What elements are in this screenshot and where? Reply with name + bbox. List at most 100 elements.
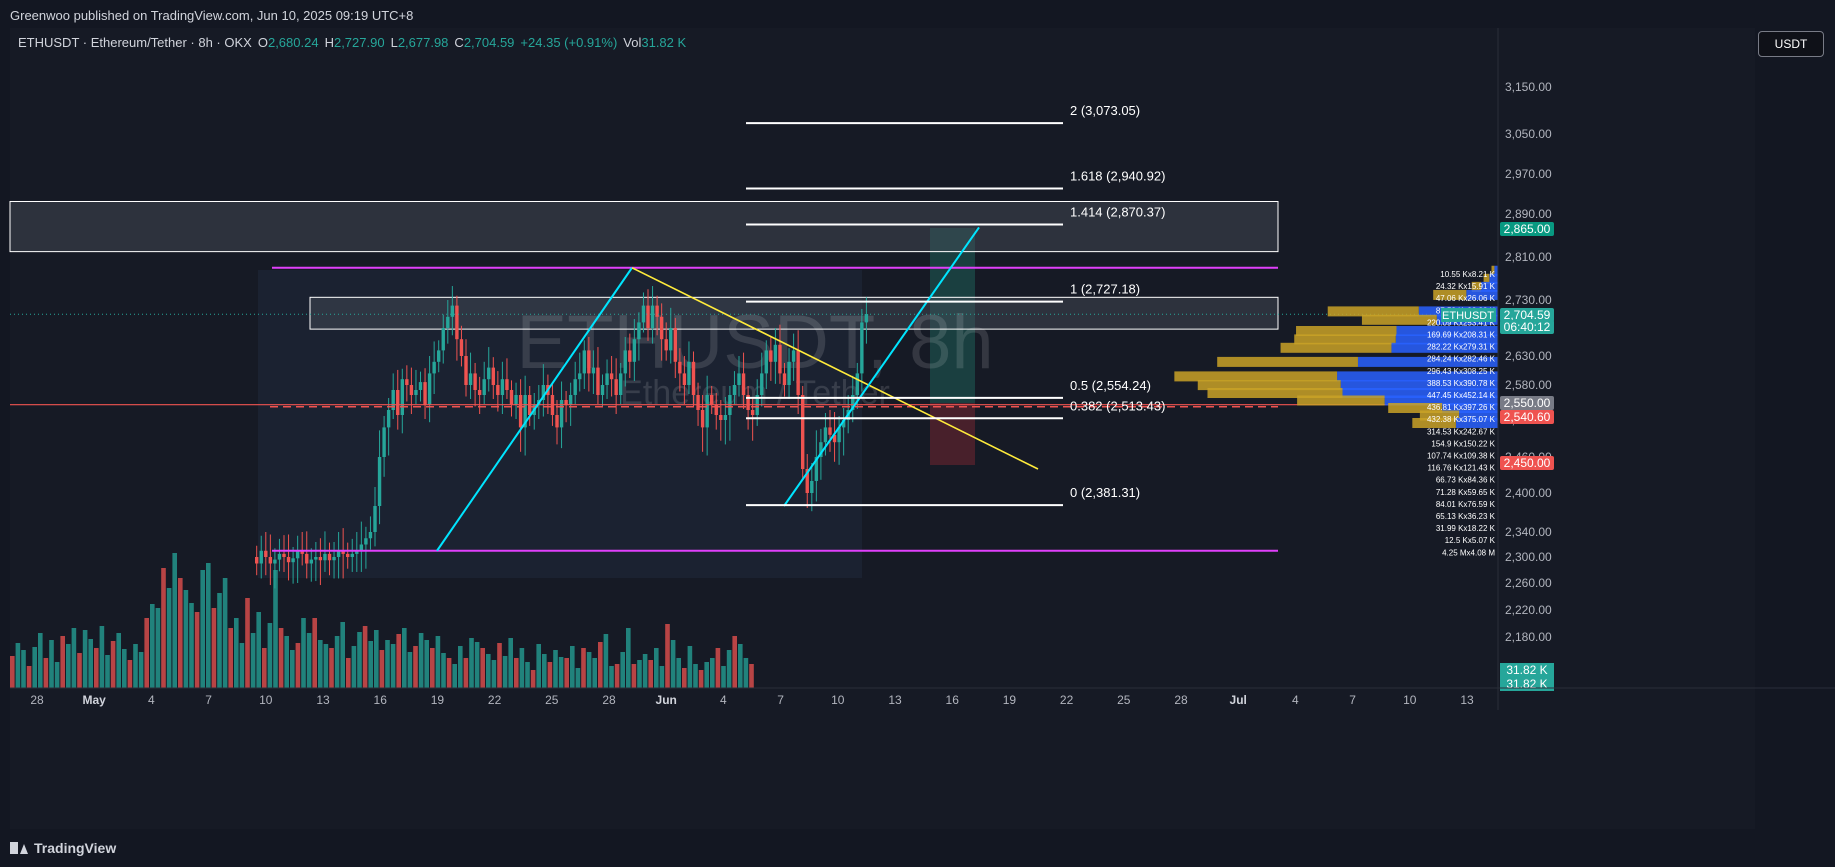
- candle-body: [482, 379, 486, 395]
- vp-label: 220.09 Kx253.41 K: [1427, 318, 1496, 327]
- volume-bar: [82, 630, 88, 688]
- volume-bar: [502, 656, 508, 688]
- volume-bar: [598, 642, 603, 688]
- price-tick-label: 2,580.00: [1505, 378, 1552, 392]
- volume-bar: [463, 658, 469, 688]
- volume-bar: [592, 658, 597, 688]
- candle-body: [659, 316, 664, 340]
- volume-bar: [637, 660, 642, 688]
- volume-bar: [43, 658, 49, 688]
- volume-bar: [721, 666, 726, 688]
- candle-body: [632, 339, 637, 362]
- candle-body: [364, 538, 368, 545]
- publisher-line: Greenwoo published on TradingView.com, J…: [10, 8, 414, 23]
- price-tick-label: 2,300.00: [1505, 550, 1552, 564]
- volume-bar: [273, 570, 278, 688]
- vp-bar-down: [1217, 356, 1358, 367]
- vp-label: 154.9 Kx150.22 K: [1431, 439, 1495, 448]
- resistance-zone-lower: [309, 296, 1279, 330]
- candle-body: [732, 385, 737, 395]
- uptrend-1: [436, 267, 633, 552]
- volume-bar: [323, 644, 329, 688]
- time-tick-label: 10: [831, 693, 845, 707]
- candle-body: [787, 361, 791, 385]
- candle-body: [286, 557, 291, 563]
- volume-bar: [312, 618, 317, 688]
- volume-bar: [379, 650, 385, 688]
- volume-bar: [10, 656, 15, 688]
- volume-bar: [295, 643, 301, 688]
- candle-body: [760, 373, 764, 395]
- time-tick-label: May: [83, 693, 107, 707]
- volume-bar: [536, 644, 541, 688]
- volume-bar: [127, 660, 133, 688]
- tradingview-logo[interactable]: TradingView: [10, 840, 116, 856]
- volume-bar: [105, 655, 110, 688]
- close-label: C: [454, 35, 464, 50]
- price-tick-label: 2,810.00: [1505, 250, 1552, 264]
- vp-label: 282.22 Kx279.31 K: [1427, 343, 1496, 352]
- candle-body: [468, 373, 473, 385]
- candle-body: [782, 373, 787, 385]
- vp-bar-down: [1297, 395, 1385, 406]
- volume-bar: [446, 658, 452, 688]
- candle-body: [514, 395, 518, 405]
- vp-bar-up: [1340, 380, 1498, 391]
- vp-bar-down: [1491, 265, 1495, 276]
- candle-body: [578, 373, 582, 380]
- time-tick-label: 22: [1060, 693, 1074, 707]
- candle-body: [805, 469, 809, 493]
- volume-bar: [301, 618, 306, 688]
- candle-body: [500, 379, 505, 395]
- close-value: 2,704.59: [463, 35, 515, 50]
- candle-body: [696, 395, 700, 410]
- volume-bar: [620, 652, 625, 688]
- candle-body: [687, 361, 691, 385]
- open-label: O: [257, 35, 268, 50]
- fib-label: 1.414 (2,870.37): [1070, 205, 1165, 220]
- candle-body: [464, 356, 468, 385]
- candle-body: [773, 344, 778, 362]
- vp-bar-down: [1433, 289, 1467, 300]
- symbol-title[interactable]: ETHUSDT · Ethereum/Tether · 8h · OKX: [18, 35, 252, 50]
- volume-bar: [474, 642, 480, 688]
- volume-bar: [435, 636, 441, 688]
- candle-body: [341, 550, 345, 554]
- candle-body: [291, 558, 295, 563]
- vp-label: 31.99 Kx18.22 K: [1436, 524, 1496, 533]
- price-tick-label: 2,220.00: [1505, 603, 1552, 617]
- volume-bar: [374, 630, 379, 688]
- candle-body: [405, 379, 409, 385]
- volume-bar: [116, 633, 121, 688]
- currency-button[interactable]: USDT: [1758, 31, 1824, 57]
- volume-bar: [497, 643, 502, 688]
- volume-bar: [390, 644, 396, 688]
- price-badge: [1500, 396, 1554, 410]
- vp-bar-down: [1197, 380, 1341, 391]
- volume-bar: [200, 570, 205, 688]
- volume-bar: [278, 628, 284, 688]
- candle-body: [386, 410, 391, 428]
- footer-bar: TradingView: [0, 829, 1835, 867]
- time-tick-label: 4: [1292, 693, 1299, 707]
- candle-body: [641, 305, 646, 323]
- candle-body: [359, 544, 364, 551]
- vp-bar-down: [1483, 273, 1490, 284]
- candle-body: [591, 367, 596, 374]
- candle-body: [737, 373, 741, 385]
- candle-body: [396, 390, 400, 415]
- vp-label: 107.74 Kx109.38 K: [1427, 452, 1496, 461]
- volume-bar: [222, 578, 228, 688]
- fib-label: 0.5 (2,554.24): [1070, 378, 1151, 393]
- time-tick-label: 28: [602, 693, 616, 707]
- volume-bar: [687, 646, 693, 688]
- vp-bar-down: [1327, 306, 1419, 317]
- candle-body: [368, 532, 373, 539]
- volume-bar: [211, 608, 217, 688]
- candle-body: [491, 367, 495, 385]
- price-tick-label: 2,400.00: [1505, 486, 1552, 500]
- price-badge-symbol-label: ETHUSDT: [1442, 310, 1494, 322]
- volume-bar: [738, 644, 743, 688]
- volume-bar: [693, 664, 698, 688]
